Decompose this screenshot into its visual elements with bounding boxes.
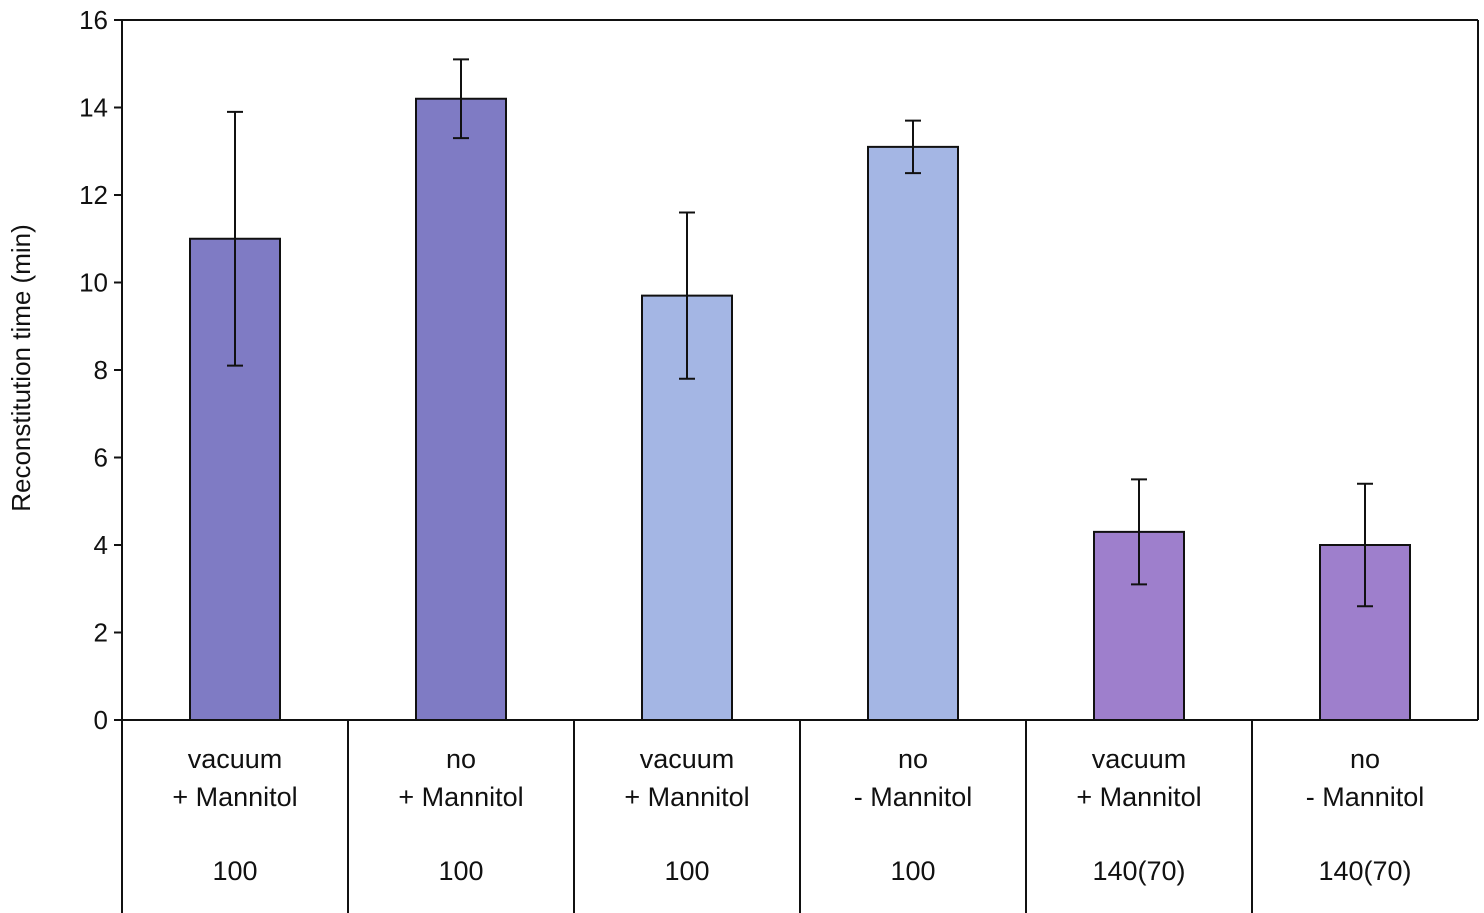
y-tick-label: 4 <box>94 530 108 560</box>
category-label-line1: vacuum <box>640 744 735 774</box>
y-tick-label: 6 <box>94 443 108 473</box>
y-tick-label: 2 <box>94 618 108 648</box>
category-label-line2: + Mannitol <box>172 782 297 812</box>
category-label-line2: + Mannitol <box>624 782 749 812</box>
y-tick-label: 8 <box>94 355 108 385</box>
category-label-line1: no <box>898 744 928 774</box>
y-tick-label: 12 <box>79 180 108 210</box>
category-label-line1: no <box>1350 744 1380 774</box>
category-label-line2: - Mannitol <box>1306 782 1425 812</box>
bar <box>415 97 507 721</box>
category-group-label: 100 <box>890 856 935 886</box>
category-group-label: 140(70) <box>1318 856 1411 886</box>
category-group-label: 100 <box>438 856 483 886</box>
bar <box>867 145 959 721</box>
category-label-line1: vacuum <box>1092 744 1187 774</box>
category-label-line2: - Mannitol <box>854 782 973 812</box>
category-group-label: 140(70) <box>1092 856 1185 886</box>
category-group-label: 100 <box>664 856 709 886</box>
category-label-line2: + Mannitol <box>398 782 523 812</box>
category-group-label: 100 <box>212 856 257 886</box>
y-tick-label: 10 <box>79 268 108 298</box>
category-label-line1: vacuum <box>188 744 283 774</box>
y-tick-label: 16 <box>79 5 108 35</box>
y-axis-title: Reconstitution time (min) <box>6 224 36 512</box>
y-tick-label: 14 <box>79 93 108 123</box>
labels-layer: 0 2 4 6 8 10 12 14 16 vacuum + Mannitol 100 no + Mann… <box>79 5 1424 886</box>
category-label-line2: + Mannitol <box>1076 782 1201 812</box>
y-tick-label: 0 <box>94 705 108 735</box>
category-label-line1: no <box>446 744 476 774</box>
bars-layer <box>189 58 1411 721</box>
axes-layer <box>114 19 1479 913</box>
